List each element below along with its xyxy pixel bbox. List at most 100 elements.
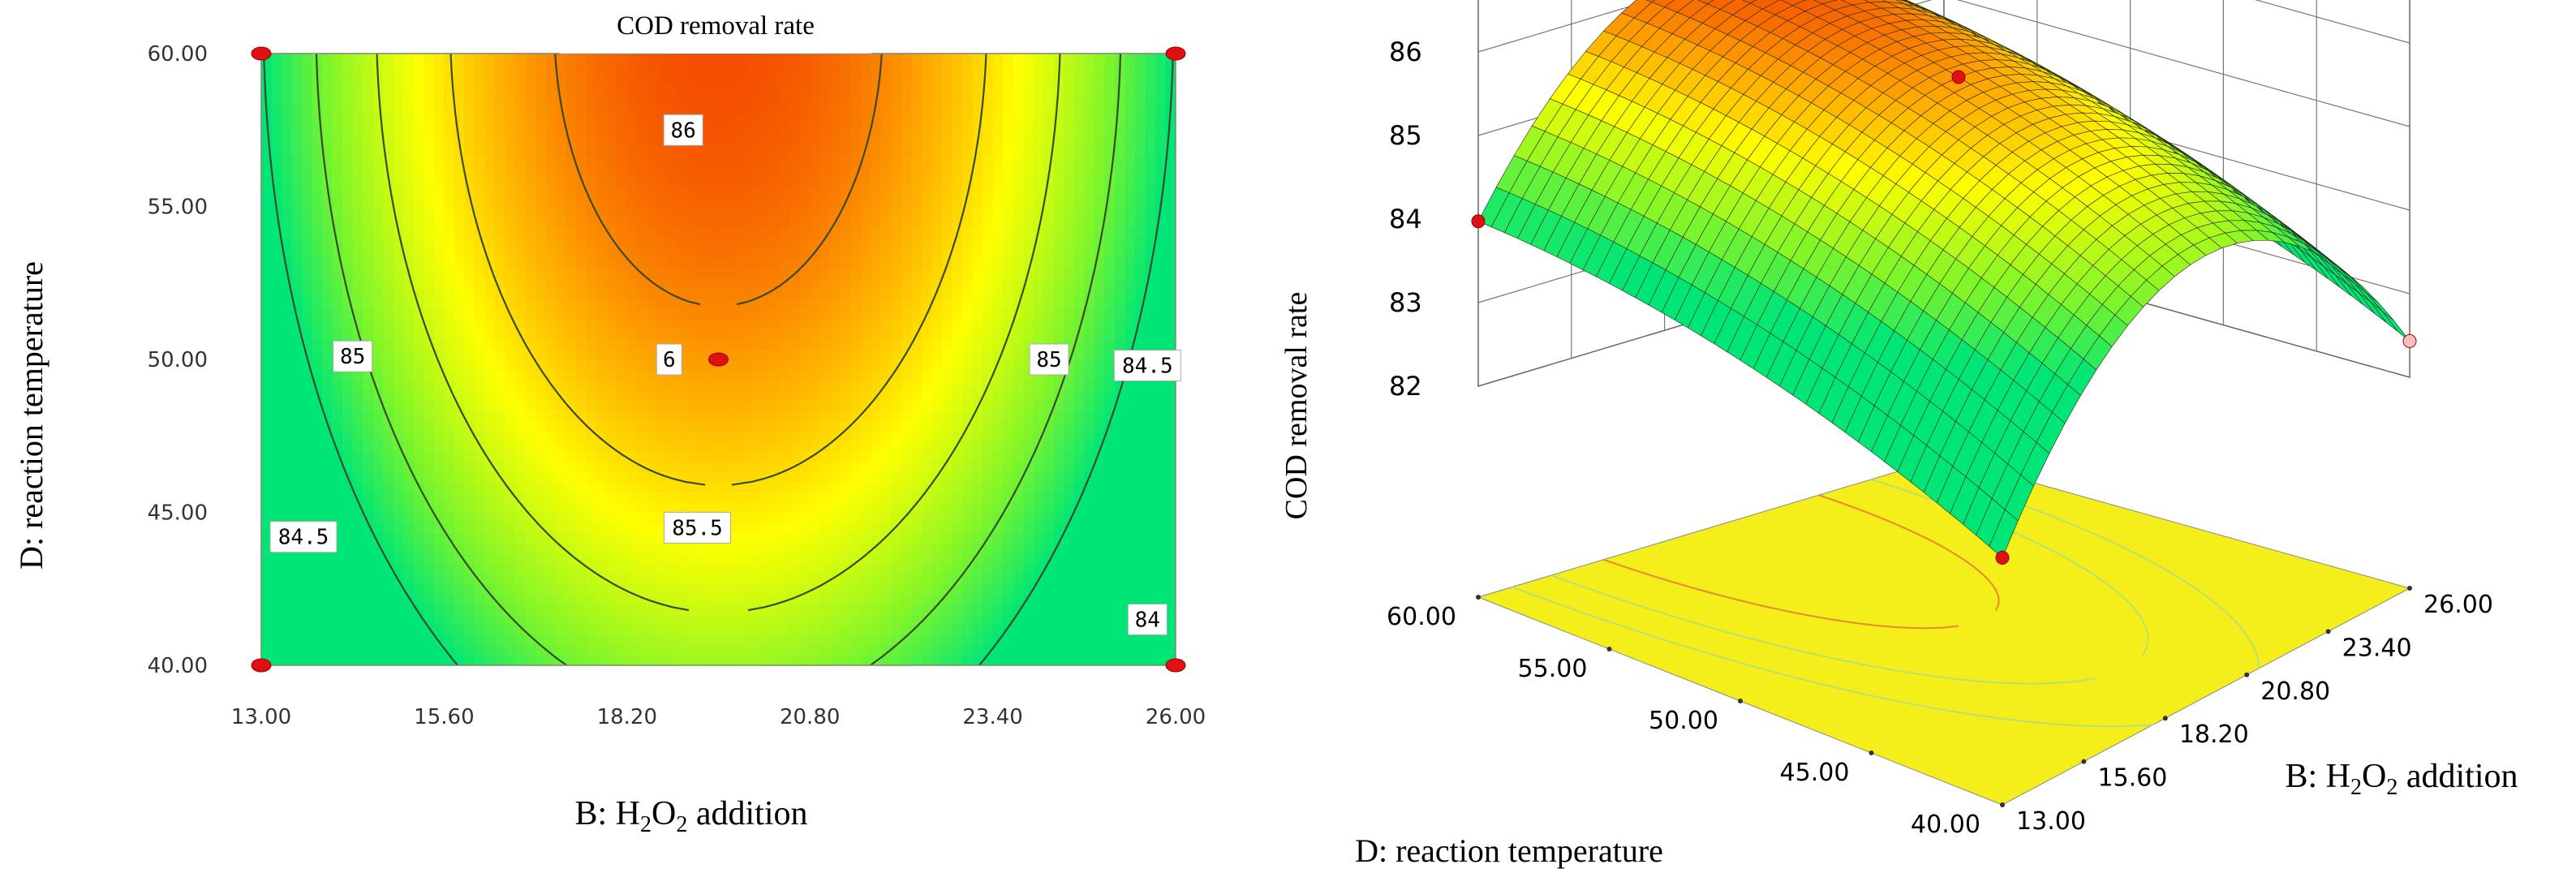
heatmap-cell bbox=[566, 543, 577, 554]
heatmap-cell bbox=[840, 329, 851, 340]
heatmap-cell bbox=[850, 389, 862, 401]
heatmap-cell bbox=[352, 155, 363, 166]
heatmap-cell bbox=[759, 624, 770, 635]
heatmap-cell bbox=[505, 380, 516, 391]
heatmap-cell bbox=[261, 614, 273, 626]
heatmap-cell bbox=[352, 624, 363, 635]
heatmap-cell bbox=[474, 349, 486, 360]
heatmap-cell bbox=[931, 114, 943, 126]
heatmap-cell bbox=[291, 604, 303, 615]
heatmap-cell bbox=[312, 237, 323, 248]
heatmap-cell bbox=[952, 247, 963, 258]
heatmap-cell bbox=[556, 501, 567, 514]
heatmap-cell bbox=[1053, 288, 1064, 299]
heatmap-cell bbox=[545, 166, 557, 177]
heatmap-cell bbox=[1064, 318, 1075, 329]
heatmap-cell bbox=[759, 277, 770, 289]
heatmap-cell bbox=[687, 410, 699, 421]
heatmap-cell bbox=[637, 655, 648, 665]
heatmap-cell bbox=[931, 349, 943, 360]
heatmap-cell bbox=[586, 553, 597, 564]
heatmap-cell bbox=[647, 318, 658, 329]
heatmap-cell bbox=[576, 389, 587, 401]
heatmap-cell bbox=[1043, 267, 1055, 279]
heatmap-cell bbox=[830, 94, 841, 105]
heatmap-cell bbox=[952, 634, 963, 646]
heatmap-cell bbox=[657, 655, 669, 665]
heatmap-cell bbox=[352, 461, 363, 472]
heatmap-cell bbox=[444, 461, 455, 472]
heatmap-cell bbox=[352, 594, 363, 605]
heatmap-cell bbox=[566, 175, 577, 187]
heatmap-cell bbox=[1043, 644, 1055, 656]
heatmap-cell bbox=[972, 267, 983, 279]
heatmap-cell bbox=[1073, 614, 1085, 626]
heatmap-cell bbox=[545, 217, 557, 228]
heatmap-cell bbox=[1003, 257, 1014, 269]
heatmap-cell bbox=[332, 461, 343, 472]
heatmap-cell bbox=[789, 400, 801, 411]
heatmap-cell bbox=[799, 84, 811, 95]
heatmap-cell bbox=[911, 298, 922, 309]
heatmap-cell bbox=[738, 430, 750, 442]
heatmap-cell bbox=[729, 288, 740, 299]
heatmap-cell bbox=[617, 553, 628, 564]
heatmap-cell bbox=[707, 145, 720, 157]
heatmap-cell bbox=[921, 624, 933, 635]
heatmap-cell bbox=[1053, 94, 1064, 105]
heatmap-cell bbox=[698, 359, 709, 371]
heatmap-cell bbox=[860, 573, 871, 585]
heatmap-cell bbox=[352, 94, 363, 105]
heatmap-cell bbox=[291, 583, 303, 595]
heatmap-cell bbox=[606, 583, 617, 595]
heatmap-cell bbox=[880, 318, 892, 329]
heatmap-cell bbox=[657, 186, 669, 197]
heatmap-cell bbox=[363, 114, 374, 126]
heatmap-cell bbox=[718, 594, 729, 605]
heatmap-cell bbox=[738, 369, 750, 381]
heatmap-cell bbox=[403, 226, 415, 238]
heatmap-cell bbox=[779, 155, 790, 166]
heatmap-cell bbox=[1053, 186, 1064, 197]
heatmap-cell bbox=[1084, 543, 1095, 554]
heatmap-cell bbox=[464, 124, 475, 136]
heatmap-cell bbox=[667, 54, 679, 65]
heatmap-cell bbox=[647, 359, 658, 371]
heatmap-cell bbox=[291, 359, 303, 371]
heatmap-cell bbox=[322, 492, 333, 503]
heatmap-cell bbox=[606, 247, 617, 258]
heatmap-cell bbox=[729, 155, 740, 166]
heatmap-cell bbox=[637, 410, 648, 421]
heatmap-cell bbox=[952, 655, 963, 665]
heatmap-cell bbox=[505, 94, 516, 105]
heatmap-cell bbox=[606, 196, 617, 208]
heatmap-cell bbox=[941, 298, 953, 309]
heatmap-cell bbox=[931, 94, 943, 105]
heatmap-cell bbox=[749, 512, 760, 523]
heatmap-cell bbox=[901, 175, 913, 187]
heatmap-cell bbox=[291, 644, 303, 656]
heatmap-cell bbox=[759, 523, 770, 534]
heatmap-cell bbox=[1043, 247, 1055, 258]
heatmap-cell bbox=[952, 583, 963, 595]
heatmap-cell bbox=[383, 298, 394, 309]
heatmap-cell bbox=[474, 644, 486, 656]
heatmap-cell bbox=[962, 369, 974, 381]
heatmap-cell bbox=[271, 338, 282, 350]
heatmap-cell bbox=[707, 461, 720, 472]
heatmap-cell bbox=[606, 614, 617, 626]
heatmap-cell bbox=[291, 512, 303, 523]
heatmap-cell bbox=[911, 410, 922, 421]
heatmap-cell bbox=[586, 389, 597, 401]
heatmap-cell bbox=[759, 54, 770, 65]
heatmap-cell bbox=[271, 471, 282, 483]
heatmap-cell bbox=[830, 206, 841, 217]
heatmap-cell bbox=[576, 624, 587, 635]
heatmap-cell bbox=[769, 532, 781, 544]
heatmap-cell bbox=[789, 175, 801, 187]
heatmap-cell bbox=[1033, 175, 1044, 187]
heatmap-cell bbox=[687, 186, 699, 197]
heatmap-cell bbox=[393, 63, 404, 75]
heatmap-cell bbox=[1013, 573, 1024, 585]
heatmap-cell bbox=[626, 532, 638, 544]
